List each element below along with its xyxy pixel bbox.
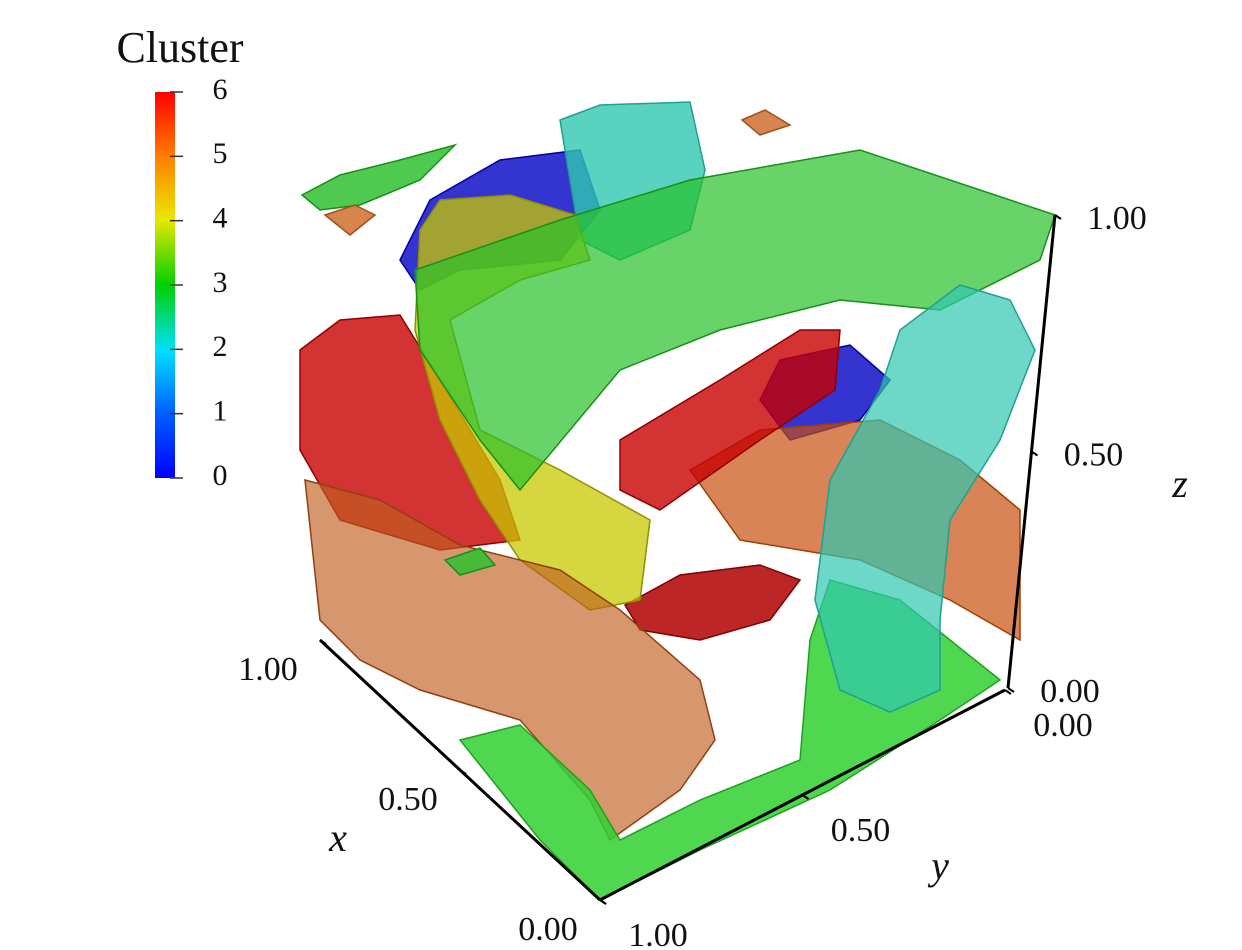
axis-tick-label: 0.50 <box>831 812 891 849</box>
axis-tick <box>1004 689 1012 695</box>
axis-tick-label: 0.50 <box>1064 436 1124 473</box>
axis-label: x <box>328 815 347 860</box>
cluster-blob <box>740 109 792 136</box>
axis-tick-label: 1.00 <box>628 917 688 950</box>
axis-tick <box>1007 687 1015 693</box>
cluster-blob <box>623 564 802 641</box>
axis-tick <box>319 639 327 645</box>
axis-tick <box>1030 450 1039 457</box>
axis-tick-label: 0.00 <box>1040 673 1100 710</box>
cluster-blob <box>304 478 716 842</box>
colorbar-tick-label: 4 <box>213 202 228 235</box>
colorbar-tick-label: 5 <box>213 137 228 170</box>
cluster-blob <box>814 284 1036 713</box>
axis-label: y <box>927 843 949 888</box>
cluster-blob <box>619 329 841 511</box>
colorbar-tick-label: 6 <box>213 73 228 106</box>
colorbar-tick-label: 1 <box>213 395 228 428</box>
colorbar-title: Cluster <box>116 23 243 72</box>
cluster-blob <box>323 204 377 236</box>
cluster-blob <box>443 547 497 576</box>
colorbar-tick-label: 2 <box>213 330 228 363</box>
colorbar-tick-label: 3 <box>213 266 228 299</box>
axis-tick-label: 1.00 <box>238 651 298 688</box>
cluster-blob <box>300 143 458 211</box>
axis-tick-label: 0.00 <box>518 911 578 948</box>
axis-tick <box>801 794 810 800</box>
axis-tick <box>459 769 467 775</box>
axis-tick-label: 0.00 <box>1033 707 1093 744</box>
axis-label: z <box>1171 461 1188 506</box>
voxel-clusters <box>299 101 1056 901</box>
axis-tick-label: 1.00 <box>1087 200 1147 237</box>
axis-tick-label: 0.50 <box>378 781 438 818</box>
axis-tick <box>1054 214 1062 220</box>
axis-tick <box>599 899 607 905</box>
colorbar-tick-label: 0 <box>213 459 228 492</box>
cluster-blob <box>414 149 1056 492</box>
colorbar <box>155 92 175 478</box>
